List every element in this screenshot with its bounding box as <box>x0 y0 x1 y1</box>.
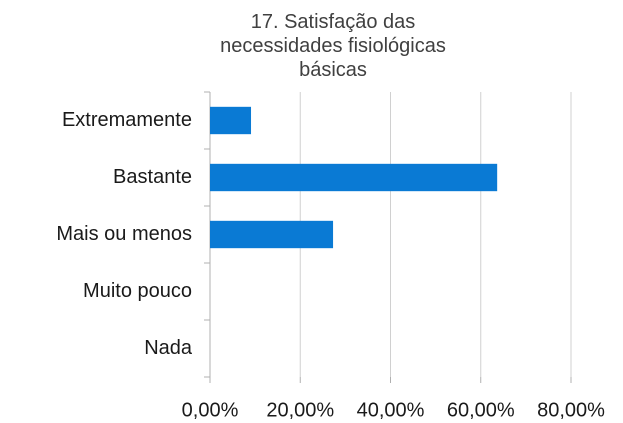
y-tick-label: Muito pouco <box>83 280 192 302</box>
bar <box>210 220 334 249</box>
chart-title: 17. Satisfação das necessidades fisiológ… <box>220 11 446 81</box>
x-tick-label: 40,00% <box>357 399 425 421</box>
bar <box>210 163 498 192</box>
x-tick-label: 80,00% <box>537 399 605 421</box>
x-tick-label: 20,00% <box>266 399 334 421</box>
y-tick-label: Mais ou menos <box>56 223 192 245</box>
bar <box>210 106 252 135</box>
y-tick-label: Nada <box>144 337 193 359</box>
y-tick-label: Extremamente <box>62 109 192 131</box>
y-tick-label: Bastante <box>113 166 192 188</box>
x-tick-label: 60,00% <box>447 399 515 421</box>
x-tick-label: 0,00% <box>182 399 239 421</box>
